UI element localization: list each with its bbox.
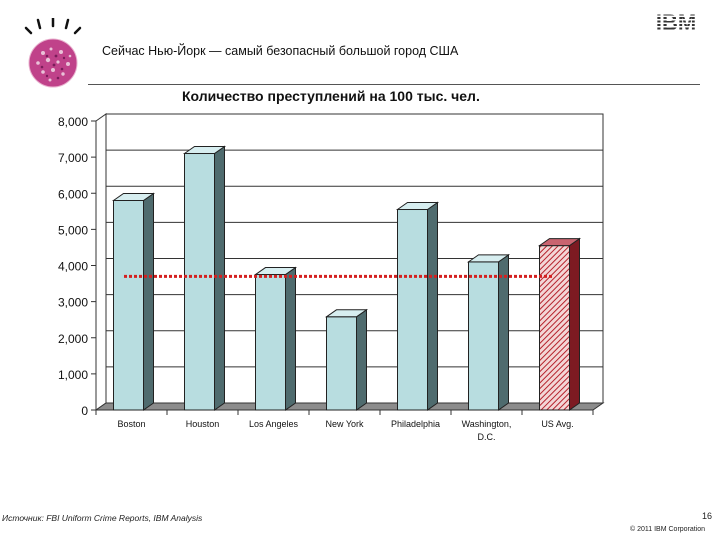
- bar-front: [468, 261, 499, 411]
- x-tick-label: Philadelphia: [391, 419, 440, 429]
- bar: [111, 192, 156, 411]
- bar-front: [326, 316, 357, 411]
- ibm-smarter-planet-logo-icon: [24, 18, 82, 88]
- bar-side: [143, 192, 154, 411]
- bar-front: [113, 199, 144, 411]
- chart-title: Количество преступлений на 100 тыс. чел.: [182, 88, 480, 104]
- bar-side: [285, 266, 296, 411]
- bar: [395, 201, 440, 411]
- x-tick-label: Houston: [186, 419, 220, 429]
- bar: [253, 266, 298, 411]
- bar-side: [569, 237, 580, 411]
- ibm-logo: IBM: [655, 10, 697, 32]
- y-tick-label: 2,000: [58, 332, 88, 346]
- bar-top: [395, 202, 440, 211]
- y-tick-label: 0: [81, 404, 88, 418]
- x-tick-label: Washington,: [462, 419, 512, 429]
- bar-side: [214, 145, 225, 411]
- page-title: Сейчас Нью-Йорк — самый безопасный больш…: [102, 44, 459, 58]
- bar: [537, 237, 582, 411]
- bar: [182, 145, 227, 411]
- bar-side: [356, 308, 367, 411]
- y-tick-label: 5,000: [58, 223, 88, 237]
- bar-top: [253, 267, 298, 276]
- x-tick-label: US Avg.: [541, 419, 573, 429]
- y-tick-label: 7,000: [58, 151, 88, 165]
- y-tick-label: 4,000: [58, 260, 88, 274]
- bar-top: [182, 146, 227, 155]
- bar-side: [427, 201, 438, 411]
- bar-side: [498, 253, 509, 411]
- y-tick-label: 6,000: [58, 187, 88, 201]
- bar-front: [397, 209, 428, 411]
- x-tick-label: D.C.: [478, 432, 496, 442]
- y-tick-label: 8,000: [58, 115, 88, 129]
- bar-top: [111, 192, 156, 201]
- bar: [466, 253, 511, 411]
- bar: [324, 308, 369, 411]
- y-tick-label: 1,000: [58, 368, 88, 382]
- page-number: 16: [702, 511, 713, 521]
- bar-front: [255, 274, 286, 411]
- x-tick-label: Los Angeles: [249, 419, 299, 429]
- x-tick-label: New York: [325, 419, 364, 429]
- bar-top: [324, 309, 369, 318]
- x-tick-label: Boston: [117, 419, 145, 429]
- bar-top: [466, 254, 511, 263]
- y-axis-wall: [95, 113, 107, 411]
- source-note: Источник: FBI Uniform Crime Reports, IBM…: [2, 513, 203, 523]
- y-tick-label: 3,000: [58, 296, 88, 310]
- bar-front: [184, 153, 215, 411]
- bar-top: [537, 238, 582, 247]
- copyright: © 2011 IBM Corporation: [630, 526, 706, 533]
- bar-front: [539, 245, 570, 411]
- header-divider: [88, 84, 700, 85]
